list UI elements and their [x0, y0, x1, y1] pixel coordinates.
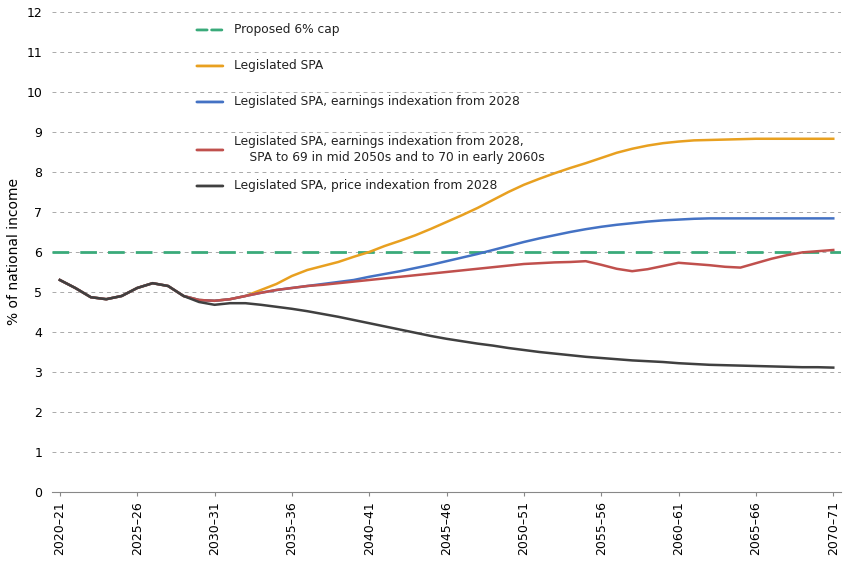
Text: Proposed 6% cap: Proposed 6% cap: [233, 24, 339, 37]
Y-axis label: % of national income: % of national income: [7, 179, 21, 325]
Text: Legislated SPA: Legislated SPA: [233, 60, 323, 72]
Text: Legislated SPA, earnings indexation from 2028,
    SPA to 69 in mid 2050s and to: Legislated SPA, earnings indexation from…: [233, 135, 544, 165]
Text: Legislated SPA, earnings indexation from 2028: Legislated SPA, earnings indexation from…: [233, 96, 520, 108]
Text: Legislated SPA, price indexation from 2028: Legislated SPA, price indexation from 20…: [233, 179, 497, 192]
